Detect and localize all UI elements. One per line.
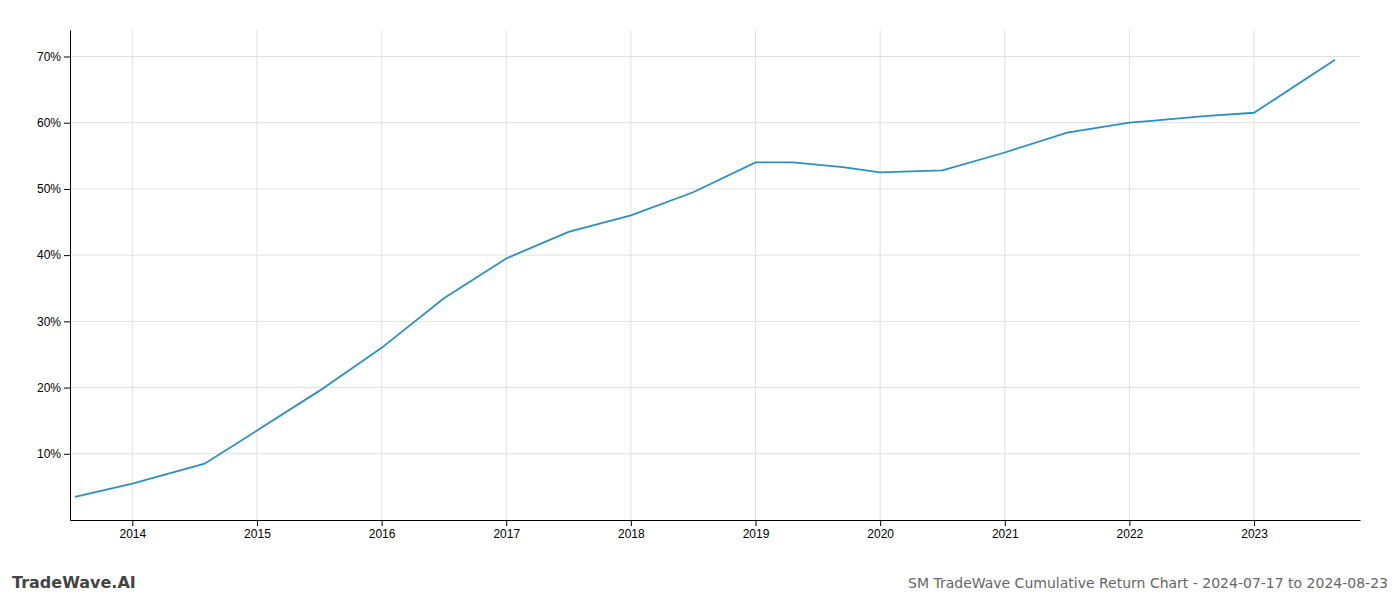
tick-mark — [64, 255, 70, 256]
tick: 2023 — [1241, 520, 1268, 541]
tick-label: 2021 — [992, 527, 1019, 541]
grid-line — [381, 30, 382, 520]
tick: 2021 — [992, 520, 1019, 541]
tick-label: 2017 — [493, 527, 520, 541]
grid-line — [70, 453, 1360, 454]
title: SM TradeWave Cumulative Return Chart - 2… — [908, 575, 1388, 591]
tick-mark — [64, 123, 70, 124]
tick-mark — [64, 56, 70, 57]
tick: 10% — [37, 447, 70, 461]
tick-label: 2023 — [1241, 527, 1268, 541]
tick-mark — [64, 454, 70, 455]
grid-line — [70, 255, 1360, 256]
marks — [75, 60, 1335, 497]
grid-line — [70, 387, 1360, 388]
tick-label: 70% — [37, 50, 61, 64]
tick: 2017 — [493, 520, 520, 541]
line — [75, 60, 1335, 497]
grid-line — [132, 30, 133, 520]
tick-label: 50% — [37, 182, 61, 196]
tick-mark — [64, 388, 70, 389]
tick-mark — [1129, 520, 1130, 526]
grid-line — [1254, 30, 1255, 520]
tick-mark — [880, 520, 881, 526]
axis-line — [70, 31, 71, 521]
tick-label: 2014 — [119, 527, 146, 541]
tick-mark — [257, 520, 258, 526]
tick: 60% — [37, 116, 70, 130]
axis-line — [71, 520, 1361, 521]
tick-mark — [1005, 520, 1006, 526]
tick-mark — [64, 321, 70, 322]
grid-line — [880, 30, 881, 520]
grid-line — [1129, 30, 1130, 520]
tick: 2018 — [618, 520, 645, 541]
tick-label: 20% — [37, 381, 61, 395]
tick-label: 10% — [37, 447, 61, 461]
tick-label: 2015 — [244, 527, 271, 541]
y-axis: 10% 20% 30% 40% 50% 60% 70% — [37, 31, 71, 521]
tick-label: 2020 — [867, 527, 894, 541]
tick: 2019 — [743, 520, 770, 541]
grid-line — [70, 321, 1360, 322]
grid-line — [256, 30, 257, 520]
tick: 40% — [37, 248, 70, 262]
tick-mark — [1254, 520, 1255, 526]
chart: 2014 2015 2016 2017 2018 2019 2020 2021 2022 2023… — [0, 0, 1400, 600]
tick: 50% — [37, 182, 70, 196]
tick: 2020 — [867, 520, 894, 541]
tick-label: 60% — [37, 116, 61, 130]
tick-label: 2019 — [743, 527, 770, 541]
grid-line — [1004, 30, 1005, 520]
grid-line — [755, 30, 756, 520]
tick-mark — [64, 189, 70, 190]
grid-line — [70, 122, 1360, 123]
grid-line — [70, 56, 1360, 57]
grid-line — [506, 30, 507, 520]
tick: 20% — [37, 381, 70, 395]
x-axis: 2014 2015 2016 2017 2018 2019 2020 2021 2022 2023 — [71, 520, 1361, 541]
tick-label: 2018 — [618, 527, 645, 541]
tick-label: 2016 — [369, 527, 396, 541]
tick-mark — [382, 520, 383, 526]
tick: 2014 — [119, 520, 146, 541]
tick-mark — [756, 520, 757, 526]
grid — [70, 30, 1360, 520]
tick: 70% — [37, 50, 70, 64]
grid-line — [70, 188, 1360, 189]
tick-label: 40% — [37, 248, 61, 262]
tick-mark — [132, 520, 133, 526]
watermark: TradeWave.AI — [12, 573, 136, 592]
grid-line — [630, 30, 631, 520]
tick-mark — [506, 520, 507, 526]
tick: 2022 — [1117, 520, 1144, 541]
tick: 2016 — [369, 520, 396, 541]
tick: 30% — [37, 315, 70, 329]
plot: 2014 2015 2016 2017 2018 2019 2020 2021 2022 2023… — [37, 30, 1361, 541]
tick-label: 2022 — [1117, 527, 1144, 541]
tick: 2015 — [244, 520, 271, 541]
tick-mark — [631, 520, 632, 526]
tick-label: 30% — [37, 315, 61, 329]
